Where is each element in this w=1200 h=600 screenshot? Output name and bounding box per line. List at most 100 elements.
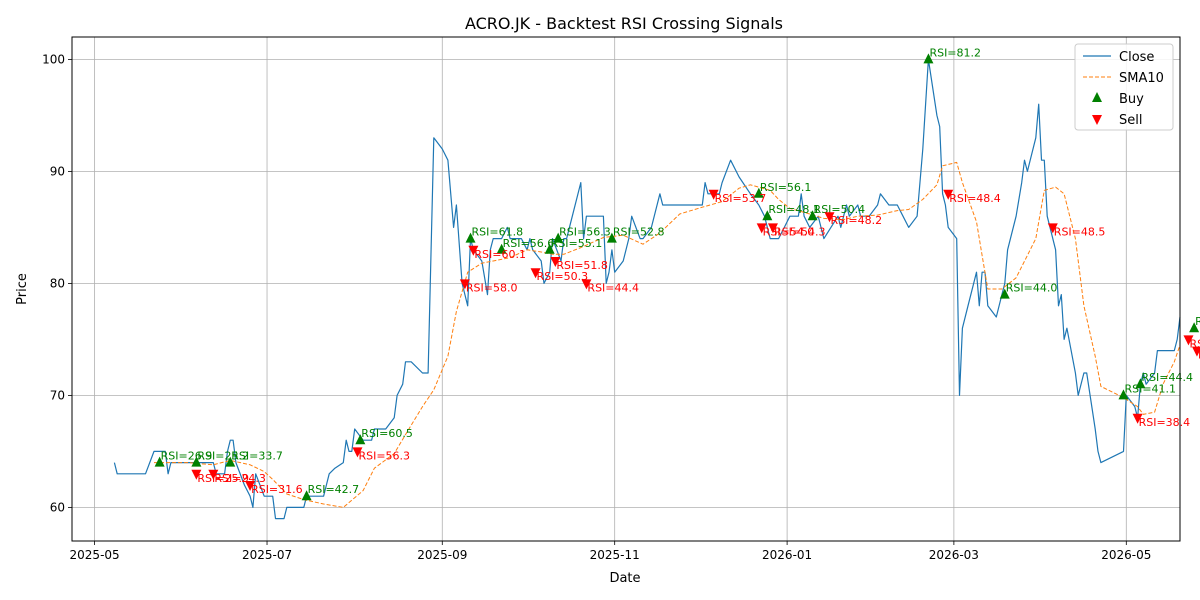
- buy-marker: [762, 210, 773, 221]
- legend-close-label: Close: [1119, 50, 1154, 65]
- sell-marker: [208, 469, 219, 480]
- x-axis-title: Date: [609, 571, 640, 586]
- legend-buy-label: Buy: [1119, 92, 1144, 107]
- buy-annotation: RSI=52.8: [613, 226, 665, 239]
- sell-marker: [756, 223, 767, 234]
- buy-annotation: RSI=44.0: [1006, 282, 1058, 295]
- buy-marker: [465, 232, 476, 243]
- y-tick-label: 80: [50, 276, 65, 290]
- sell-annotation: RSI=50.3: [537, 270, 589, 283]
- buy-annotation: RSI=56.3: [559, 226, 611, 239]
- sell-annotation: RSI=48.2: [831, 214, 883, 227]
- buy-marker: [999, 288, 1010, 299]
- sell-marker: [468, 245, 479, 256]
- sma10-series-line: [154, 161, 1181, 508]
- tick-layer: 60 70 80 90 100 2025-05 2025-07 2025-09 2025-11 2…: [42, 52, 1151, 562]
- sell-annotation: RSI=54.0: [763, 225, 815, 238]
- sell-marker: [530, 268, 541, 279]
- x-tick-label: 2025-05: [70, 548, 120, 562]
- sell-annotation: RSI=48.0: [1198, 349, 1200, 362]
- sell-marker: [581, 279, 592, 290]
- buy-marker: [606, 232, 617, 243]
- buy-annotation: RSI=60.5: [361, 427, 413, 440]
- sell-marker: [352, 447, 363, 458]
- y-axis-title: Price: [15, 273, 30, 305]
- buy-annotation: RSI=81.2: [929, 46, 981, 59]
- y-tick-label: 100: [42, 52, 65, 66]
- sell-marker: [1047, 223, 1058, 234]
- y-tick-label: 70: [50, 388, 65, 402]
- sell-annotation: RSI=31.6: [251, 483, 303, 496]
- sell-annotation: RSI=54.3: [774, 225, 826, 238]
- y-tick-label: 90: [50, 164, 65, 178]
- sell-marker: [1132, 413, 1143, 424]
- buy-marker: [753, 187, 764, 198]
- x-tick-label: 2025-11: [590, 548, 640, 562]
- buy-marker: [191, 456, 202, 467]
- buy-marker: [496, 243, 507, 254]
- sell-annotation: RSI=38.4: [1139, 416, 1191, 429]
- sell-annotation: RSI=51.8: [556, 259, 608, 272]
- sell-marker: [245, 481, 256, 491]
- x-tick-label: 2025-07: [242, 548, 292, 562]
- sell-annotation: RSI=48.5: [1054, 225, 1106, 238]
- buy-marker: [1118, 389, 1129, 400]
- sell-marker: [1183, 335, 1194, 346]
- legend-box: [1074, 43, 1174, 131]
- plot-frame: [71, 36, 1181, 542]
- sell-marker: [459, 279, 470, 290]
- buy-marker: [225, 456, 236, 467]
- sell-annotation: RSI=53.7: [715, 192, 767, 205]
- buy-marker: [301, 490, 312, 501]
- legend-sell-label: Sell: [1119, 113, 1142, 128]
- buy-annotation: RSI=41.1: [1124, 382, 1176, 395]
- buy-annotation: RSI=53.8: [1195, 315, 1200, 328]
- sell-marker: [767, 223, 778, 234]
- buy-annotation: RSI=61.8: [472, 226, 524, 239]
- legend-buy-swatch: [1092, 92, 1102, 102]
- buy-annotation: RSI=48.1: [768, 203, 820, 216]
- sell-annotation: RSI=58.0: [466, 281, 518, 294]
- x-tick-label: 2026-03: [929, 548, 979, 562]
- buy-annotation: RSI=26.9: [161, 450, 213, 463]
- chart-title: ACRO.JK - Backtest RSI Crossing Signals: [465, 14, 783, 33]
- buy-marker: [923, 53, 934, 64]
- sell-annotation: RSI=44.4: [587, 281, 639, 294]
- series-layer: [113, 58, 1181, 520]
- sell-annotation: RSI=51.3: [1189, 337, 1200, 350]
- sell-marker: [824, 212, 835, 223]
- x-tick-label: 2025-09: [417, 548, 467, 562]
- buy-annotation: RSI=33.7: [231, 450, 283, 463]
- buy-marker: [1189, 322, 1200, 333]
- buy-annotation: RSI=56.1: [760, 181, 812, 194]
- buy-annotation: RSI=25.2: [197, 450, 249, 463]
- buy-marker: [154, 456, 165, 467]
- x-tick-label: 2026-01: [762, 548, 812, 562]
- buy-annotation: RSI=55.1: [551, 237, 603, 250]
- legend: Close SMA10 Buy Sell: [1074, 43, 1174, 131]
- y-tick-label: 60: [50, 500, 65, 514]
- buy-annotation: RSI=44.4: [1141, 371, 1193, 384]
- buy-marker: [553, 232, 564, 243]
- legend-sell-swatch: [1092, 115, 1102, 125]
- sell-annotation: RSI=56.3: [358, 449, 410, 462]
- sell-annotation: RSI=25.9: [197, 472, 249, 485]
- sell-marker: [191, 469, 202, 480]
- buy-marker: [807, 210, 818, 221]
- sell-marker: [550, 257, 561, 267]
- close-series-line: [113, 58, 1181, 520]
- legend-sma-label: SMA10: [1119, 71, 1164, 86]
- buy-marker: [355, 434, 366, 445]
- buy-annotation: RSI=42.7: [308, 483, 360, 496]
- sell-marker: [1191, 346, 1200, 357]
- x-tick-label: 2026-05: [1101, 548, 1151, 562]
- sell-marker: [708, 189, 719, 200]
- sell-marker: [943, 189, 954, 200]
- sell-annotation: RSI=48.4: [949, 192, 1001, 205]
- sell-annotation: RSI=60.1: [474, 248, 526, 261]
- buy-marker: [1135, 378, 1146, 389]
